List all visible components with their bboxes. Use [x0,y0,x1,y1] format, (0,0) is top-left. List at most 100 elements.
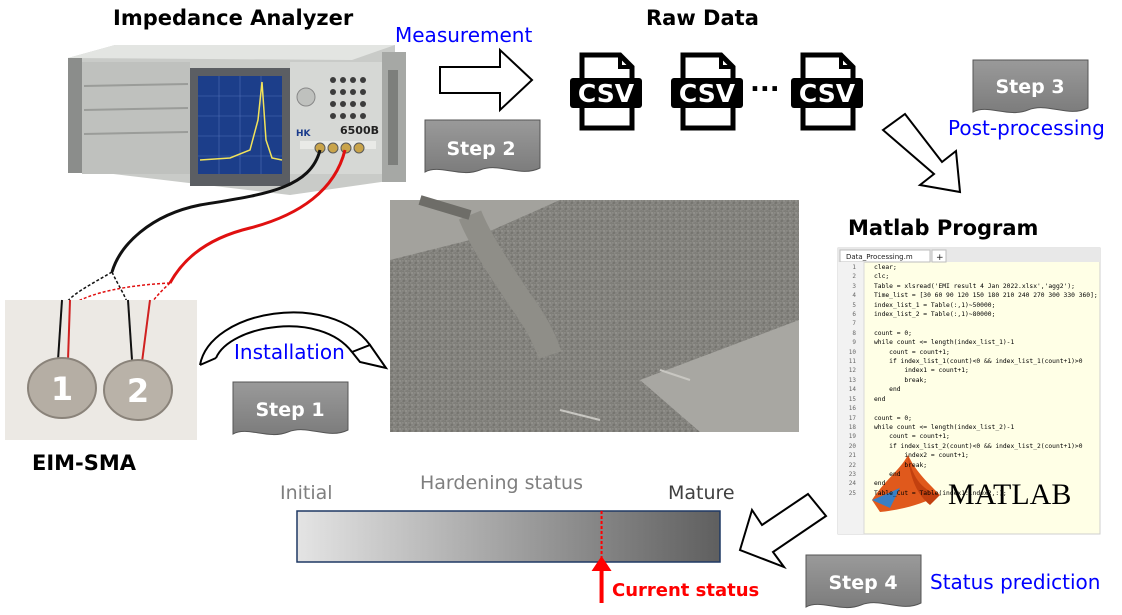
step2-tag [424,119,541,174]
code-line: count = 0; [874,329,912,337]
hardening-status-label: Hardening status [420,472,584,494]
line-number: 21 [848,452,856,460]
line-number: 11 [848,358,856,366]
step1-tag [232,381,349,436]
matlab-tab-name: Data_Processing.m [846,253,913,261]
code-line: while count <= length(index_list_2)-1 [874,423,1015,431]
code-line: end [874,470,901,478]
line-number: 8 [852,329,856,337]
post-processing-label: Post-processing [948,116,1105,140]
line-number: 24 [848,480,856,488]
line-number: 13 [848,376,856,384]
code-line: if index_list_1(count)<0 && index_list_1… [874,358,1083,366]
step2-label: Step 2 [446,138,515,160]
line-number: 25 [848,489,856,497]
code-line: clear; [874,264,897,271]
csv-file-icon [570,52,642,131]
csv-file-icon [791,52,863,131]
line-number: 1 [852,264,856,271]
line-number: 12 [848,367,856,375]
code-line: count = count+1; [874,433,950,441]
step4-label: Step 4 [828,572,897,594]
csv-file-icon [671,52,743,131]
code-line: index_list_1 = Table(:,1)~50000; [874,301,996,309]
line-number: 10 [848,348,856,356]
impedance-analyzer-title: Impedance Analyzer [113,6,354,30]
initial-label: Initial [280,482,333,504]
code-line: end [874,480,886,488]
installation-arrow-icon [199,311,389,370]
csv-label-1: CSV [578,79,635,108]
svg-text:HK: HK [296,129,312,139]
status-prediction-arrow-icon [738,492,828,570]
line-number: 23 [848,470,856,478]
code-line: index_list_2 = Table(:,1)~80000; [874,311,996,319]
code-lines: clear; clc; Table = xlsread('EMI result 4 … [874,263,1098,498]
line-number: 9 [852,339,856,347]
matlab-logo-icon [872,455,940,512]
matlab-logo-text: MATLAB [948,478,1071,511]
code-line: while count <= length(index_list_1)-1 [874,339,1015,347]
line-number: 2 [852,273,856,281]
raw-data-title: Raw Data [646,6,759,30]
code-line: index2 = count+1; [874,452,969,460]
measurement-label: Measurement [395,23,533,47]
line-number: 4 [852,292,856,300]
code-line [874,319,1098,328]
line-number: 7 [852,320,856,328]
sensor-number-1: 1 [51,370,73,408]
line-number: 16 [848,405,856,413]
line-number: 19 [848,433,856,441]
step3-tag [972,59,1089,114]
current-status-label: Current status [612,580,760,601]
measurement-arrow-icon [439,47,534,113]
line-number: 6 [852,311,856,319]
line-number: 17 [848,414,856,422]
eim-sma-photo [5,299,197,440]
impedance-analyzer-image: HK [68,45,406,195]
code-line: break; [874,461,928,469]
code-line [874,404,1098,413]
matlab-program-title: Matlab Program [848,216,1039,240]
mature-label: Mature [668,482,735,504]
ellipsis-label: ... [750,68,780,98]
post-processing-arrow-icon [881,112,962,194]
eim-sma-title: EIM-SMA [32,451,137,475]
code-line: if index_list_2(count)<0 && index_list_2… [874,442,1083,450]
matlab-tab-add: + [936,253,944,263]
matlab-editor-panel [837,247,1101,535]
step3-label: Step 3 [995,76,1064,98]
code-line: Table_Cut = Table(index1:index2,:); [874,489,1007,497]
step4-tag [805,554,922,609]
concrete-pouring-photo [390,195,799,432]
sensor-cables [64,149,347,306]
line-number: 3 [852,282,856,290]
line-number: 5 [852,301,856,309]
line-numbers: 1 2 3 4 5 6 7 8 9 10 11 12 13 14 15 16 17 18 19 20 21 22 23 24 2… [840,263,856,498]
code-line: break; [874,376,928,384]
line-number: 14 [848,386,856,394]
line-number: 22 [848,461,856,469]
code-line: end [874,395,886,403]
csv-label-3: CSV [799,79,856,108]
installation-label: Installation [234,340,345,364]
current-status-arrow [591,556,612,603]
csv-label-2: CSV [679,79,736,108]
line-number: 18 [848,423,856,431]
line-number: 20 [848,442,856,450]
code-line: Time_list = [30 60 90 120 150 180 210 24… [874,292,1098,300]
code-line: count = count+1; [874,348,950,356]
hardening-status-bar [296,510,721,563]
code-line: end [874,386,901,394]
matlab-code-area: 1 2 3 4 5 6 7 8 9 10 11 12 13 14 15 16 17 18 19 20 21 22 23 24 2… [838,263,1100,533]
device-model-label: 6500B [340,124,379,137]
code-line: Table = xlsread('EMI result 4 Jan 2022.x… [874,282,1075,290]
code-line: count = 0; [874,414,912,422]
step1-label: Step 1 [255,399,324,421]
sensor-number-2: 2 [127,372,149,410]
status-prediction-label: Status prediction [930,570,1101,594]
code-line: index1 = count+1; [874,367,969,375]
code-line: clc; [874,273,890,281]
line-number: 15 [848,395,856,403]
